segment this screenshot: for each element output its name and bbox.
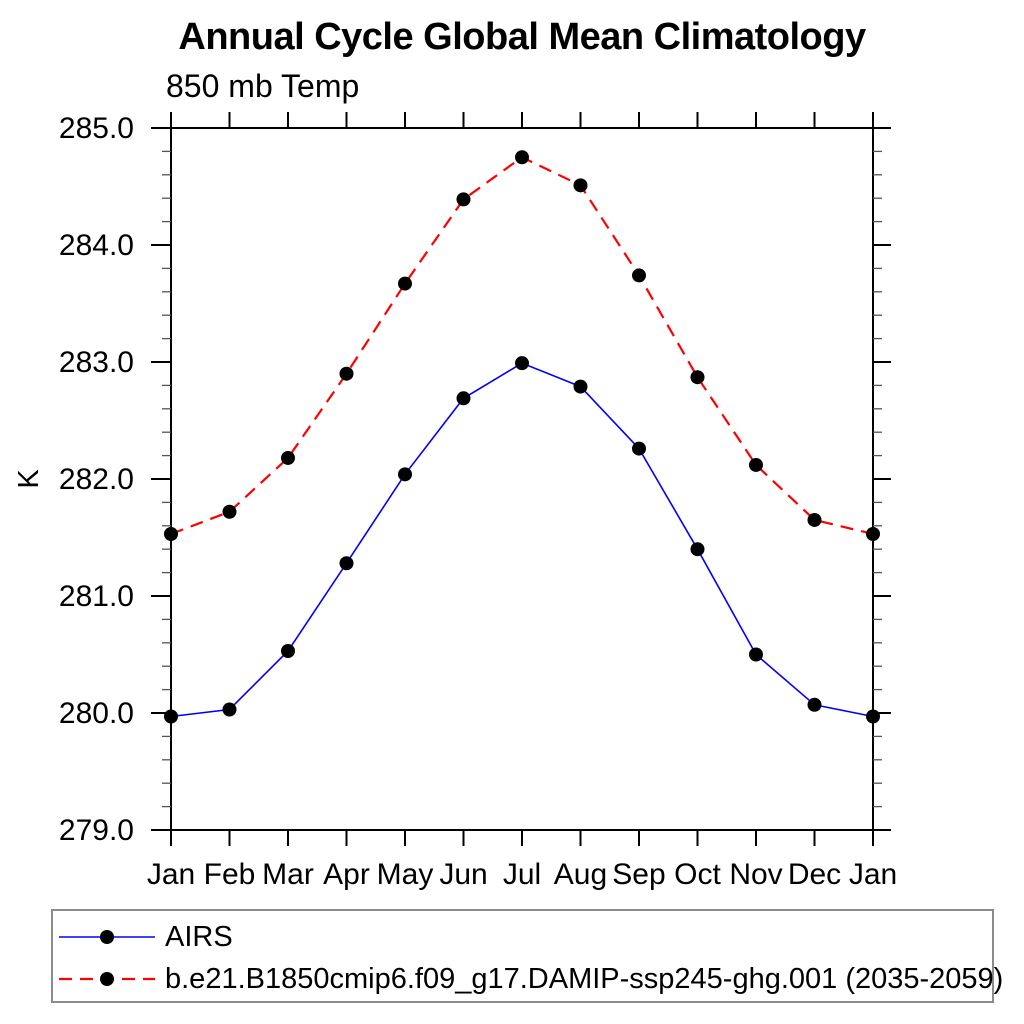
x-axis-tick-label: May: [377, 858, 434, 891]
x-axis-tick-label: Mar: [262, 858, 314, 891]
x-axis-tick-label: Jul: [503, 858, 541, 891]
data-point-marker-series-1: [749, 457, 763, 472]
data-point-marker-series-0: [632, 441, 646, 456]
data-point-marker-series-1: [690, 370, 705, 385]
x-axis-tick-label: Apr: [323, 858, 370, 891]
x-axis-tick-label: Jan: [849, 858, 897, 891]
data-point-marker-series-1: [866, 526, 880, 541]
data-point-marker-series-0: [749, 647, 763, 662]
series-line-0: [170, 362, 874, 718]
data-point-marker-series-0: [866, 709, 880, 724]
data-point-marker-series-1: [515, 150, 529, 165]
y-axis-tick-label: 285.0: [59, 112, 134, 145]
legend: AIRS b.e21.B1850cmip6.f09_g17.DAMIP-ssp2…: [51, 909, 1003, 1003]
plot-frame: [170, 127, 874, 831]
x-axis-tick-label: Aug: [554, 858, 607, 891]
data-point-marker-series-1: [281, 450, 295, 465]
legend-label-model: b.e21.B1850cmip6.f09_g17.DAMIP-ssp245-gh…: [165, 962, 1004, 995]
x-axis-tick-label: Dec: [788, 858, 841, 891]
y-axis-tick-label: 282.0: [59, 463, 134, 496]
x-axis-tick-label: Jan: [147, 858, 195, 891]
y-axis-tick-label: 283.0: [59, 346, 134, 379]
data-point-marker-series-0: [339, 556, 354, 571]
legend-sample-marker: [100, 930, 114, 944]
x-axis-tick-label: Sep: [612, 858, 665, 891]
data-point-marker-series-0: [515, 356, 529, 371]
data-point-marker-series-1: [222, 504, 237, 519]
series-line-1: [170, 155, 874, 536]
chart-subtitle: 850 mb Temp: [166, 68, 360, 104]
x-axis-tick-label: Feb: [204, 858, 256, 891]
legend-sample-marker: [100, 972, 114, 986]
data-point-marker-series-0: [456, 391, 471, 406]
data-point-marker-series-0: [690, 542, 705, 557]
x-axis-tick-label: Nov: [729, 858, 782, 891]
chart-title: Annual Cycle Global Mean Climatology: [178, 16, 866, 58]
y-axis-tick-label: 280.0: [59, 697, 134, 730]
y-axis-title: K: [13, 469, 45, 489]
x-axis-tick-label: Oct: [674, 858, 721, 891]
data-point-marker-series-1: [339, 366, 354, 381]
data-point-marker-series-0: [398, 467, 412, 482]
legend-line-sample-airs: [59, 930, 155, 944]
data-point-marker-series-0: [281, 643, 295, 658]
data-point-marker-series-0: [164, 709, 178, 724]
legend-row-airs: AIRS: [53, 916, 992, 958]
data-point-marker-series-1: [398, 276, 412, 291]
data-point-marker-series-1: [573, 178, 588, 193]
y-axis-tick-label: 279.0: [59, 814, 134, 847]
legend-line-sample-model: [59, 972, 155, 986]
data-point-marker-series-1: [632, 268, 646, 283]
data-point-marker-series-1: [456, 192, 471, 207]
data-point-marker-series-0: [222, 702, 237, 717]
data-point-marker-series-1: [164, 526, 178, 541]
y-axis-tick-label: 281.0: [59, 580, 134, 613]
data-point-marker-series-0: [573, 379, 588, 394]
data-point-marker-series-1: [807, 512, 822, 527]
legend-label-airs: AIRS: [165, 920, 233, 953]
data-point-marker-series-0: [807, 697, 822, 712]
y-axis-tick-label: 284.0: [59, 229, 134, 262]
x-axis-tick-label: Jun: [439, 858, 487, 891]
legend-row-model: b.e21.B1850cmip6.f09_g17.DAMIP-ssp245-gh…: [53, 958, 1003, 1000]
